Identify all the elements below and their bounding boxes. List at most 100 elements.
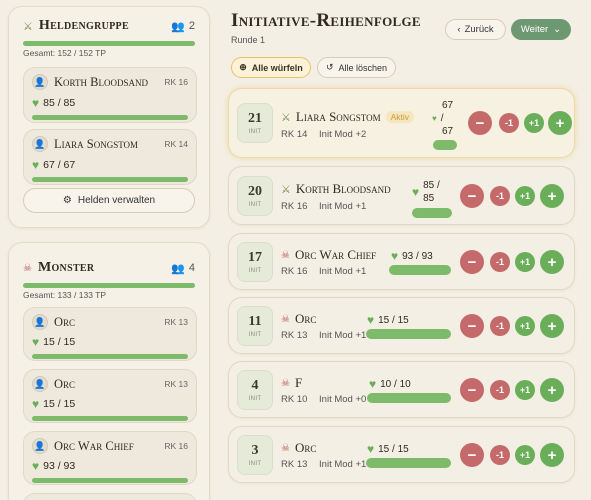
initiative-row[interactable]: 20 INIT ⚔ Korth Bloodsand RK 16 Init Mod… <box>228 166 575 225</box>
init-box[interactable]: 21 INIT <box>237 103 273 143</box>
skull-icon: ☠ <box>281 313 290 325</box>
combatant-hp: ♥ 15 / 15 <box>367 313 409 327</box>
monster-panel-title: Monster <box>37 260 95 275</box>
plus-one-button[interactable]: +1 <box>515 186 535 206</box>
heal-button[interactable]: + <box>540 314 564 338</box>
init-value: 3 <box>251 442 259 458</box>
initiative-row[interactable]: 21 INIT ⚔ Liara Songstom Aktiv RK 14 Ini… <box>228 88 575 158</box>
heal-button[interactable]: + <box>540 443 564 467</box>
monster-rk: RK 16 <box>164 441 188 451</box>
combatant-rk: RK 13 <box>281 459 308 470</box>
minus-one-button[interactable]: -1 <box>490 445 510 465</box>
damage-button[interactable]: − <box>460 250 484 274</box>
reset-icon: ↺ <box>325 62 334 72</box>
heal-button[interactable]: + <box>548 111 572 135</box>
hero-hp: 67 / 67 <box>43 159 76 171</box>
plus-one-button[interactable]: +1 <box>515 380 535 400</box>
init-box[interactable]: 17 INIT <box>237 241 273 282</box>
heal-button[interactable]: + <box>540 184 564 208</box>
minus-one-button[interactable]: -1 <box>499 113 519 133</box>
sword-icon: ⚔ <box>23 20 33 33</box>
chevron-left-icon: ‹ <box>457 24 461 35</box>
monster-rk: RK 13 <box>164 379 188 389</box>
hero-card[interactable]: 👤 Liara Songstom RK 14 ♥ 67 / 67 <box>23 129 197 185</box>
hp-sep: / <box>440 113 444 124</box>
initiative-row[interactable]: 17 INIT ☠ Orc War Chief RK 16 Init Mod +… <box>228 233 575 290</box>
initiative-row[interactable]: 11 INIT ☠ Orc RK 13 Init Mod +1 ♥ 15 / 1… <box>228 297 575 354</box>
hero-card[interactable]: 👤 Korth Bloodsand RK 16 ♥ 85 / 85 <box>23 67 197 123</box>
heart-icon: ♥ <box>369 377 377 391</box>
heart-icon: ♥ <box>32 397 40 411</box>
heal-button[interactable]: + <box>540 378 564 402</box>
plus-one-button[interactable]: +1 <box>524 113 544 133</box>
plus-one-button[interactable]: +1 <box>515 316 535 336</box>
init-box[interactable]: 20 INIT <box>237 175 273 216</box>
init-box[interactable]: 11 INIT <box>237 305 273 346</box>
combatant-name: Liara Songstom <box>295 109 381 124</box>
init-box[interactable]: 3 INIT <box>237 434 273 475</box>
combatant-hp: 67 ♥ / 67 <box>432 99 453 138</box>
heart-icon: ♥ <box>432 114 437 123</box>
avatar: 👤 <box>32 136 48 152</box>
sword-icon: ⚔ <box>281 183 291 196</box>
monster-card[interactable] <box>23 493 197 500</box>
damage-button[interactable]: − <box>468 111 492 135</box>
roll-all-button[interactable]: ⊕ Alle würfeln <box>231 57 311 78</box>
combatant-name-wrap: ⚔ Korth Bloodsand <box>281 181 391 197</box>
back-button[interactable]: ‹ Zurück <box>445 19 506 40</box>
init-box[interactable]: 4 INIT <box>237 369 273 410</box>
avatar: 👤 <box>32 74 48 90</box>
damage-button[interactable]: − <box>460 184 484 208</box>
combatant-mod: Init Mod +0 <box>319 394 367 405</box>
clear-all-label: Alle löschen <box>338 62 388 73</box>
monster-hp: 15 / 15 <box>43 398 76 410</box>
skull-icon: ☠ <box>281 249 290 261</box>
hero-name: Liara Songstom <box>54 136 139 151</box>
next-button[interactable]: Weiter ⌄ <box>511 19 571 40</box>
initiative-row[interactable]: 4 INIT ☠ F RK 10 Init Mod +0 ♥ 10 / 10 −… <box>228 361 575 418</box>
minus-one-button[interactable]: -1 <box>490 316 510 336</box>
monster-hp: 93 / 93 <box>43 460 76 472</box>
initiative-row[interactable]: 3 INIT ☠ Orc RK 13 Init Mod +1 ♥ 15 / 15… <box>228 426 575 483</box>
hero-hp-bar <box>32 177 188 182</box>
hp-value: 10 / 10 <box>380 378 411 390</box>
minus-one-button[interactable]: -1 <box>490 252 510 272</box>
hero-hp-bar <box>32 115 188 120</box>
monster-card[interactable]: 👤 Orc War Chief RK 16 ♥ 93 / 93 <box>23 431 197 485</box>
plus-one-button[interactable]: +1 <box>515 445 535 465</box>
combatant-hp-bar <box>412 208 452 218</box>
round-label: Runde 1 <box>231 35 266 45</box>
damage-button[interactable]: − <box>460 314 484 338</box>
minus-one-button[interactable]: -1 <box>490 380 510 400</box>
combatant-name: Orc <box>294 311 317 326</box>
combatant-rk: RK 16 <box>281 266 308 277</box>
heal-button[interactable]: + <box>540 250 564 274</box>
heart-icon: ♥ <box>367 442 375 456</box>
plus-one-button[interactable]: +1 <box>515 252 535 272</box>
manage-heroes-button[interactable]: ⚙ Helden verwalten <box>23 188 195 213</box>
combatant-meta: RK 14 Init Mod +2 <box>281 129 375 140</box>
monster-card[interactable]: 👤 Orc RK 13 ♥ 15 / 15 <box>23 307 197 361</box>
hp-bottom: 67 <box>442 126 454 137</box>
hero-count-value: 2 <box>188 20 195 32</box>
combatant-mod: Init Mod +1 <box>319 201 367 212</box>
hero-panel: ⚔ Heldengruppe 👥 2 Gesamt: 152 / 152 TP … <box>8 6 210 228</box>
clear-all-button[interactable]: ↺ Alle löschen <box>317 57 396 78</box>
init-value: 17 <box>248 249 262 265</box>
init-label: INIT <box>248 460 262 467</box>
monster-card[interactable]: 👤 Orc RK 13 ♥ 15 / 15 <box>23 369 197 423</box>
minus-one-button[interactable]: -1 <box>490 186 510 206</box>
combatant-hp-bar <box>366 329 451 339</box>
hero-rk: RK 16 <box>164 77 188 87</box>
hero-hp: 85 / 85 <box>43 97 76 109</box>
init-label: INIT <box>248 331 262 338</box>
hero-rk: RK 14 <box>164 139 188 149</box>
damage-button[interactable]: − <box>460 378 484 402</box>
combatant-rk: RK 16 <box>281 201 308 212</box>
roll-all-label: Alle würfeln <box>251 62 303 73</box>
page-title: Initiative-Reihenfolge <box>231 10 421 31</box>
hero-count: 👥 2 <box>171 20 195 33</box>
init-value: 11 <box>248 313 262 329</box>
damage-button[interactable]: − <box>460 443 484 467</box>
hp-top: 85 / <box>423 180 440 191</box>
